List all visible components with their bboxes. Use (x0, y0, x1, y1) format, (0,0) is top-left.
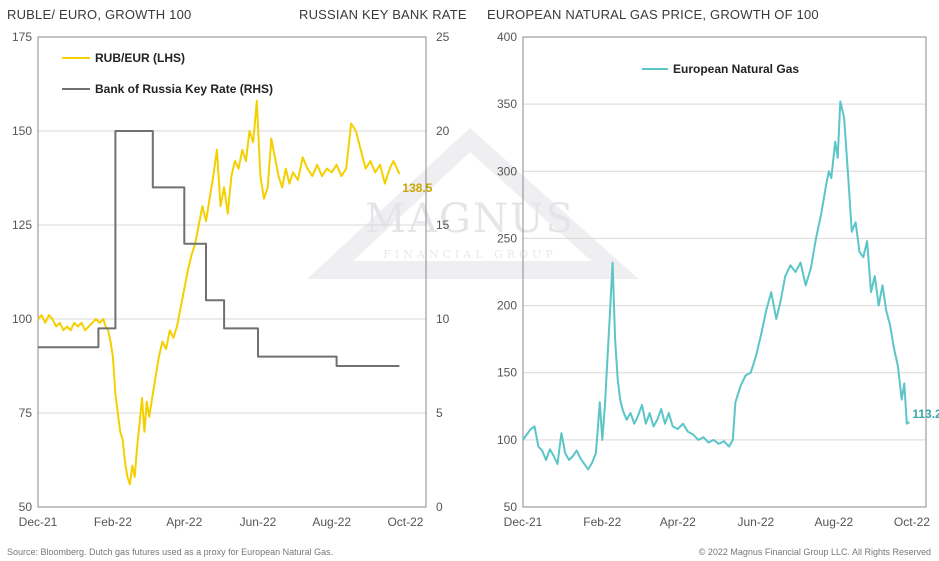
right-chart-title: EUROPEAN NATURAL GAS PRICE, GROWTH OF 10… (487, 7, 819, 22)
y-tick-label-left: 150 (12, 124, 32, 138)
y-tick-label-left: 400 (497, 30, 517, 44)
plot-frame (37, 36, 427, 508)
left-chart-right-title: RUSSIAN KEY BANK RATE (299, 7, 467, 22)
y-tick-label-left: 100 (12, 312, 32, 326)
x-tick-label: Apr-22 (660, 515, 696, 529)
watermark-logo: MAGNUS FINANCIAL GROUP (307, 127, 639, 279)
y-tick-label-left: 50 (504, 500, 518, 514)
y-tick-label-left: 75 (19, 406, 33, 420)
copyright-note: © 2022 Magnus Financial Group LLC. All R… (698, 547, 931, 557)
x-tick-label: Dec-21 (19, 515, 58, 529)
left-chart-title: RUBLE/ EURO, GROWTH 100 (7, 7, 192, 22)
legend-label: RUB/EUR (LHS) (95, 51, 185, 65)
y-tick-label-left: 50 (19, 500, 33, 514)
x-tick-label: Dec-21 (504, 515, 543, 529)
watermark-shape (307, 127, 639, 279)
end-value-label: 138.5 (402, 181, 432, 195)
series-line-1-2 (38, 130, 400, 367)
y-tick-label-right: 15 (436, 218, 450, 232)
y-tick-label-left: 250 (497, 231, 517, 245)
x-tick-label: Oct-22 (894, 515, 930, 529)
x-tick-label: Oct-22 (387, 515, 423, 529)
x-tick-label: Jun-22 (737, 515, 774, 529)
y-tick-label-right: 10 (436, 312, 450, 326)
y-tick-label-left: 125 (12, 218, 32, 232)
x-tick-label: Feb-22 (583, 515, 621, 529)
y-tick-label-left: 200 (497, 299, 517, 313)
y-tick-label-right: 20 (436, 124, 450, 138)
y-tick-label-left: 100 (497, 433, 517, 447)
watermark-text: MAGNUS (365, 196, 575, 242)
end-value-label: 113.2 (912, 407, 939, 421)
x-tick-label: Jun-22 (240, 515, 277, 529)
y-tick-label-left: 350 (497, 97, 517, 111)
watermark-subtext: FINANCIAL GROUP (383, 248, 556, 261)
x-tick-label: Apr-22 (166, 515, 202, 529)
x-tick-label: Feb-22 (94, 515, 132, 529)
series-line-1-1 (37, 99, 401, 486)
x-tick-label: Aug-22 (312, 515, 351, 529)
y-tick-label-left: 150 (497, 366, 517, 380)
x-tick-label: Aug-22 (815, 515, 854, 529)
y-tick-label-right: 25 (436, 30, 450, 44)
y-tick-label-right: 0 (436, 500, 443, 514)
y-tick-label-right: 5 (436, 406, 443, 420)
chart-panel-1: 50 75 100 125 150 175 0 5 10 15 20 25 Dec-21 Feb-22 Ap… (12, 30, 450, 529)
legend-label: European Natural Gas (673, 62, 799, 76)
series-line-2-1 (522, 100, 910, 471)
legend-label: Bank of Russia Key Rate (RHS) (95, 82, 273, 96)
plot-frame (522, 36, 927, 508)
y-tick-label-left: 175 (12, 30, 32, 44)
y-tick-label-left: 300 (497, 164, 517, 178)
chart-panel-2: 50 100 150 200 250 300 350 400 Dec-21 Feb-22 Apr-2… (497, 30, 939, 529)
source-note: Source: Bloomberg. Dutch gas futures use… (7, 547, 334, 557)
